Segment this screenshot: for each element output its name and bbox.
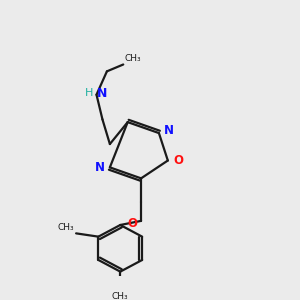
Text: CH₃: CH₃ (125, 54, 141, 63)
Text: N: N (97, 87, 107, 100)
Text: H: H (85, 88, 93, 98)
Text: CH₃: CH₃ (112, 292, 129, 300)
Text: O: O (173, 154, 183, 167)
Text: N: N (94, 161, 104, 174)
Text: N: N (164, 124, 174, 137)
Text: O: O (128, 217, 137, 230)
Text: CH₃: CH₃ (58, 223, 75, 232)
